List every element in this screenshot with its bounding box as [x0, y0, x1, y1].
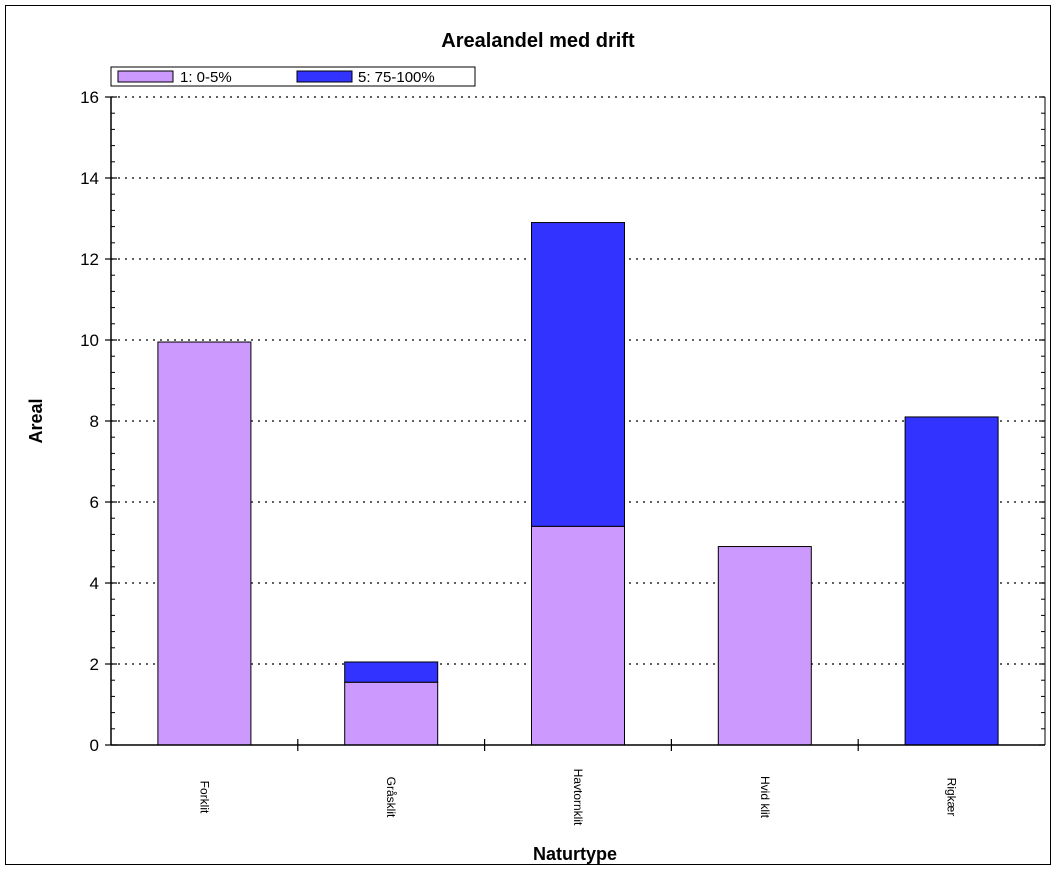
bar-series-2	[531, 222, 625, 527]
legend-swatch-series-2	[296, 70, 353, 83]
legend-label-series-1: 1: 0-5%	[180, 69, 232, 86]
x-tick-label: Rigkær	[945, 778, 959, 817]
x-axis-label: Naturtype	[533, 844, 617, 864]
grid-lines	[111, 96, 1045, 665]
y-tick-label: 0	[90, 736, 99, 755]
legend-box	[110, 66, 476, 87]
y-axis-label: Areal	[26, 398, 46, 443]
y-tick-label: 6	[90, 493, 99, 512]
bar-series-2	[904, 416, 999, 746]
x-tick-label: Forklit	[197, 781, 211, 814]
legend-label-series-2: 5: 75-100%	[358, 69, 435, 86]
y-tick-label: 2	[90, 655, 99, 674]
y-tick-label: 8	[90, 412, 99, 431]
chart-title: Arealandel med drift	[441, 30, 635, 52]
y-tick-label: 14	[80, 169, 99, 188]
x-tick-label: Havtornklit	[571, 769, 585, 826]
bar-series-1	[717, 546, 812, 746]
bar-series-1	[344, 681, 439, 746]
legend-swatch-series-1	[117, 70, 174, 83]
y-tick-label: 12	[80, 250, 99, 269]
y-tick-label: 16	[80, 88, 99, 107]
y-tick-label: 10	[80, 331, 99, 350]
legend: 1: 0-5% 5: 75-100%	[110, 66, 476, 87]
y-tick-label: 4	[90, 574, 99, 593]
x-tick-label: Hvid klit	[758, 776, 772, 819]
bars	[157, 222, 999, 746]
y-tick-labels: 0 2 4 6 8 10 12 14 16	[80, 88, 99, 755]
x-tick-label: Gråsklit	[384, 777, 398, 818]
bar-series-1	[531, 525, 625, 746]
bar-series-2	[344, 661, 439, 683]
x-tick-labels: Forklit Gråsklit Havtornklit Hvid klit Rigkæ…	[197, 769, 958, 826]
bar-series-1	[157, 341, 252, 746]
axes	[105, 96, 1046, 751]
